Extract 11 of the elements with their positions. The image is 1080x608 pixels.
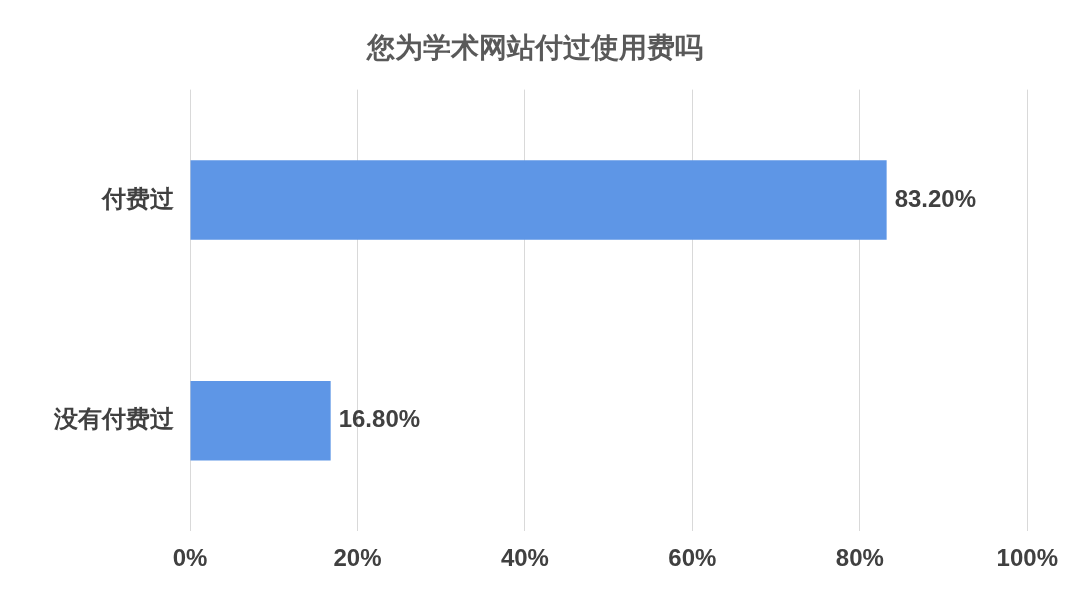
x-tick-label: 0% [172, 544, 208, 572]
x-tick-label: 20% [333, 544, 382, 572]
x-tick-label: 80% [835, 544, 884, 572]
data-label: 16.80% [338, 405, 421, 433]
y-tick-label: 付费过 [101, 184, 174, 212]
chart-title: 您为学术网站付过使用费吗 [366, 31, 703, 63]
x-tick-label: 60% [668, 544, 717, 572]
data-label: 83.20% [894, 184, 977, 212]
x-tick-label: 100% [996, 544, 1058, 572]
y-tick-label: 没有付费过 [53, 405, 174, 433]
x-tick-label: 40% [500, 544, 549, 572]
